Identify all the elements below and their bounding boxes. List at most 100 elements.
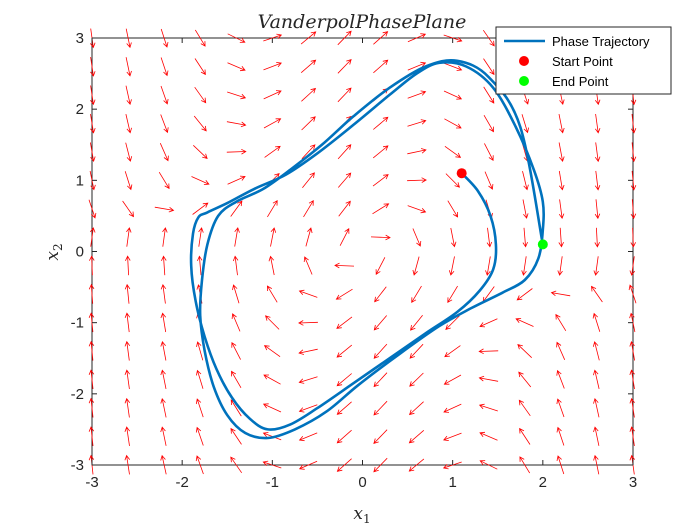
- y-tick-label: -3: [71, 457, 84, 474]
- vector-field-arrow: [484, 143, 494, 162]
- vector-field-arrow: [125, 28, 132, 49]
- vector-field-arrow: [407, 90, 427, 99]
- vector-field-arrow: [338, 200, 351, 217]
- vector-field-arrow: [407, 119, 427, 127]
- vector-field-arrow: [482, 29, 495, 47]
- vector-field-arrow: [550, 290, 571, 297]
- vector-field-arrow: [594, 170, 601, 191]
- vector-field-arrow: [630, 199, 637, 220]
- vector-field-arrow: [89, 227, 96, 247]
- vector-field-arrow: [556, 426, 565, 446]
- vector-field-arrow: [629, 369, 635, 390]
- vector-field-arrow: [443, 374, 462, 385]
- vector-field-arrow: [227, 175, 246, 185]
- vector-field-arrow: [195, 455, 204, 475]
- vector-field-arrow: [125, 85, 132, 106]
- y-tick-label: 0: [76, 244, 84, 261]
- vector-field-arrow: [447, 285, 458, 304]
- vector-field-arrow: [479, 318, 498, 328]
- vector-field-arrow: [230, 427, 242, 445]
- vector-field-arrow: [556, 455, 565, 475]
- vector-field-arrow: [518, 399, 531, 417]
- vector-field-arrow: [90, 85, 96, 106]
- x-tick-label: 1: [448, 474, 456, 491]
- vector-field-arrow: [234, 227, 240, 247]
- vector-field-arrow: [410, 315, 423, 331]
- vector-field-arrow: [298, 320, 318, 326]
- vector-field-arrow: [88, 397, 95, 418]
- vector-field-arrow: [593, 426, 600, 446]
- vector-field-arrow: [263, 374, 281, 385]
- vector-field-arrow: [125, 255, 131, 276]
- x-axis-label-subscript: 1: [363, 512, 371, 525]
- vector-field-arrow: [407, 148, 427, 155]
- vector-field-arrow: [298, 348, 318, 355]
- vector-field-arrow: [232, 255, 239, 276]
- vector-field-arrow: [408, 458, 425, 472]
- vector-field-arrow: [443, 432, 462, 441]
- vector-field-arrow: [195, 426, 204, 446]
- x-axis-label: x1: [353, 504, 370, 525]
- vector-field-arrow: [125, 114, 132, 134]
- vector-field-arrow: [516, 288, 533, 301]
- legend-label-end-point: End Point: [552, 74, 609, 89]
- y-tick-label: 3: [76, 30, 84, 47]
- vector-field-arrow: [160, 85, 169, 105]
- vector-field-arrow: [160, 28, 169, 48]
- vector-field-arrow: [337, 30, 352, 46]
- vector-field-arrow: [89, 255, 95, 276]
- vector-field-arrow: [305, 227, 313, 247]
- vector-field-arrow: [88, 340, 95, 361]
- vector-field-arrow: [160, 283, 167, 304]
- vector-field-arrow: [479, 431, 498, 441]
- vector-field-arrow: [408, 429, 425, 444]
- vector-field-arrow: [594, 199, 601, 220]
- vector-field-arrow: [630, 113, 637, 134]
- vector-field-arrow: [90, 57, 96, 77]
- vector-field-arrow: [444, 118, 462, 129]
- vector-field-arrow: [592, 312, 601, 332]
- vector-field-arrow: [125, 142, 133, 162]
- vector-field-arrow: [227, 33, 246, 43]
- vector-field-arrow: [232, 284, 240, 304]
- vector-field-arrow: [593, 256, 599, 276]
- vector-field-arrow: [298, 376, 318, 384]
- vector-field-arrow: [88, 199, 97, 219]
- vector-field-arrow: [556, 369, 565, 389]
- vector-field-arrow: [478, 348, 499, 355]
- vector-field-arrow: [301, 144, 316, 160]
- vector-field-arrow: [160, 369, 167, 389]
- vector-field-arrow: [198, 227, 204, 247]
- vector-field-arrow: [262, 403, 282, 413]
- vector-field-arrow: [160, 454, 167, 475]
- vector-field-arrow: [335, 288, 353, 300]
- legend-label-start-point: Start Point: [552, 54, 613, 69]
- vector-field-arrow: [334, 262, 355, 269]
- vector-field-arrow: [124, 397, 131, 418]
- vector-field-arrow: [450, 227, 457, 248]
- vector-field-arrow: [125, 57, 132, 77]
- vector-field-arrow: [88, 369, 95, 390]
- vector-field-arrow: [372, 174, 389, 187]
- phase-trajectory-line: [189, 58, 545, 440]
- vector-field-arrow: [337, 87, 352, 103]
- vector-field-arrow: [558, 114, 565, 134]
- legend-label-phase-trajectory: Phase Trajectory: [552, 34, 650, 49]
- vector-field-arrow: [629, 256, 636, 276]
- vector-field-arrow: [270, 227, 277, 247]
- x-tick-label: -2: [175, 474, 188, 491]
- vector-field-arrow: [478, 403, 498, 412]
- vector-field-arrow: [336, 458, 352, 472]
- vector-field-arrow: [556, 398, 565, 418]
- start-point-marker: [456, 168, 467, 179]
- vector-field-arrow: [266, 285, 278, 303]
- end-point-marker: [537, 239, 548, 250]
- vector-field-arrow: [630, 227, 636, 248]
- vector-field-arrow: [303, 199, 314, 218]
- vector-field-arrow: [593, 397, 600, 418]
- vector-field-arrow: [592, 341, 600, 361]
- vector-field-arrow: [339, 228, 350, 246]
- vector-field-arrow: [373, 315, 388, 331]
- vector-field-arrow: [594, 142, 601, 163]
